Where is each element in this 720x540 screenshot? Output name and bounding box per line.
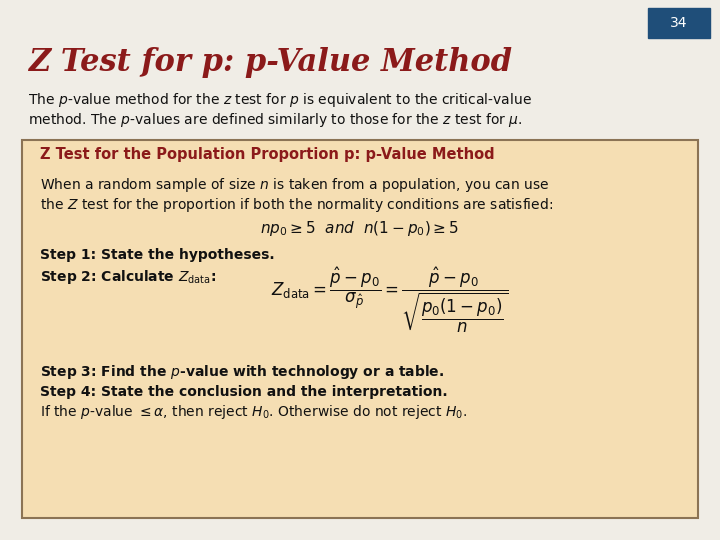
Text: The $p$-value method for the $z$ test for $p$ is equivalent to the critical-valu: The $p$-value method for the $z$ test fo… (28, 91, 532, 109)
Text: 34: 34 (670, 16, 688, 30)
FancyBboxPatch shape (648, 8, 710, 38)
Text: Step 3: Find the $p$-value with technology or a table.: Step 3: Find the $p$-value with technolo… (40, 363, 444, 381)
Text: Step 4: State the conclusion and the interpretation.: Step 4: State the conclusion and the int… (40, 385, 448, 399)
Text: Step 1: State the hypotheses.: Step 1: State the hypotheses. (40, 248, 274, 262)
Text: When a random sample of size $n$ is taken from a population, you can use: When a random sample of size $n$ is take… (40, 176, 549, 194)
Text: Z Test for the Population Proportion p: p-Value Method: Z Test for the Population Proportion p: … (40, 147, 495, 163)
Text: If the $p$-value $\leq \alpha$, then reject $H_0$. Otherwise do not reject $H_0$: If the $p$-value $\leq \alpha$, then rej… (40, 403, 467, 421)
Text: Z Test for p: p-Value Method: Z Test for p: p-Value Method (28, 46, 512, 78)
Text: the $Z$ test for the proportion if both the normality conditions are satisfied:: the $Z$ test for the proportion if both … (40, 196, 553, 214)
Text: Step 2: Calculate $Z_{\rm data}$:: Step 2: Calculate $Z_{\rm data}$: (40, 268, 216, 286)
Text: $np_0 \geq 5$  and  $n(1 - p_0) \geq 5$: $np_0 \geq 5$ and $n(1 - p_0) \geq 5$ (261, 219, 459, 238)
Text: method. The $p$-values are defined similarly to those for the $z$ test for $\mu$: method. The $p$-values are defined simil… (28, 111, 523, 129)
FancyBboxPatch shape (22, 140, 698, 518)
Text: $Z_{\rm data} = \dfrac{\hat{p} - p_0}{\sigma_{\hat{p}}} = \dfrac{\hat{p} - p_0}{: $Z_{\rm data} = \dfrac{\hat{p} - p_0}{\s… (271, 265, 508, 335)
